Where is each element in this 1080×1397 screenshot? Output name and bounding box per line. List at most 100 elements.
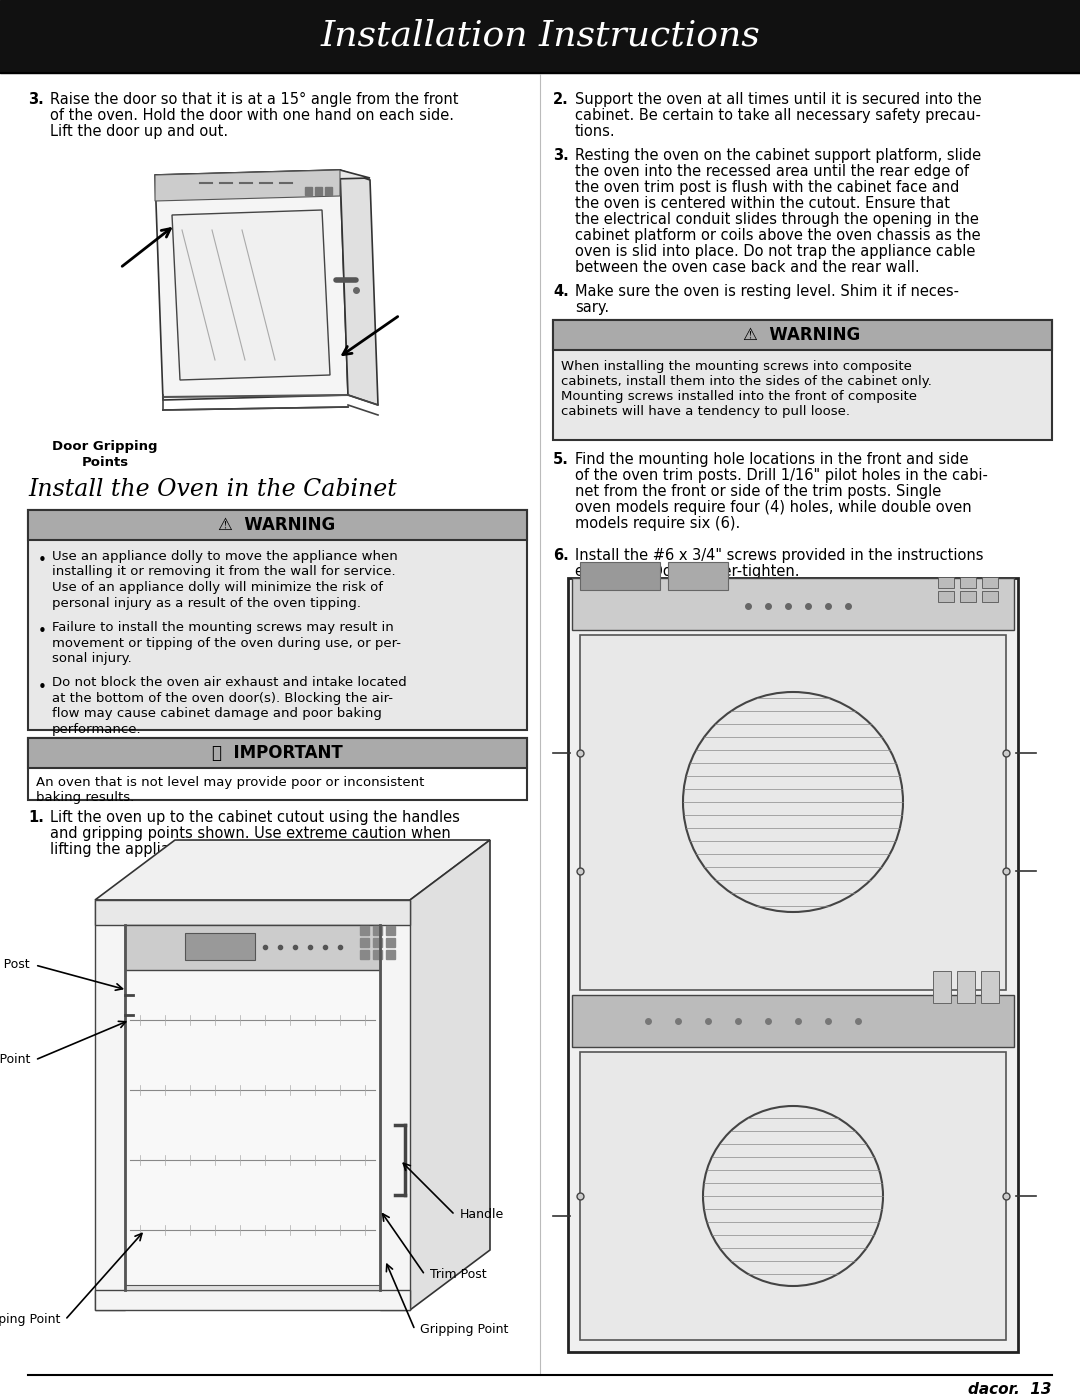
- Polygon shape: [380, 900, 410, 1310]
- Polygon shape: [125, 1285, 380, 1289]
- Text: ⚠  WARNING: ⚠ WARNING: [743, 326, 861, 344]
- Text: oven models require four (4) holes, while double oven: oven models require four (4) holes, whil…: [575, 500, 972, 515]
- Text: Do not block the oven air exhaust and intake located: Do not block the oven air exhaust and in…: [52, 676, 407, 690]
- Text: ⚠  WARNING: ⚠ WARNING: [218, 515, 336, 534]
- Text: Handle: Handle: [460, 1208, 504, 1221]
- Bar: [0, 0, 1080, 73]
- Text: cabinet. Be certain to take all necessary safety precau-: cabinet. Be certain to take all necessar…: [575, 108, 981, 123]
- Text: Resting the oven on the cabinet support platform, slide: Resting the oven on the cabinet support …: [575, 148, 981, 163]
- Bar: [360, 937, 369, 947]
- Text: movement or tipping of the oven during use, or per-: movement or tipping of the oven during u…: [52, 637, 401, 650]
- Polygon shape: [156, 170, 370, 183]
- Bar: [386, 926, 395, 935]
- Text: Lift the door up and out.: Lift the door up and out.: [50, 124, 228, 138]
- Text: and gripping points shown. Use extreme caution when: and gripping points shown. Use extreme c…: [50, 826, 450, 841]
- Text: An oven that is not level may provide poor or inconsistent
baking results.: An oven that is not level may provide po…: [36, 775, 424, 805]
- Polygon shape: [410, 840, 490, 1310]
- Polygon shape: [340, 170, 378, 405]
- Polygon shape: [185, 933, 255, 960]
- Polygon shape: [125, 925, 380, 970]
- Text: Trim Post: Trim Post: [430, 1268, 487, 1281]
- Text: Make sure the oven is resting level. Shim it if neces-: Make sure the oven is resting level. Shi…: [575, 284, 959, 299]
- Bar: [28, 738, 527, 800]
- Text: the electrical conduit slides through the opening in the: the electrical conduit slides through th…: [575, 212, 978, 226]
- Bar: [580, 1052, 1005, 1340]
- Bar: [981, 971, 999, 1003]
- Bar: [28, 510, 527, 541]
- Bar: [933, 971, 951, 1003]
- Bar: [568, 578, 1018, 1352]
- Text: Support the oven at all times until it is secured into the: Support the oven at all times until it i…: [575, 92, 982, 108]
- Bar: [957, 971, 975, 1003]
- Text: Find the mounting hole locations in the front and side: Find the mounting hole locations in the …: [575, 453, 969, 467]
- Text: Install the #6 x 3/4" screws provided in the instructions: Install the #6 x 3/4" screws provided in…: [575, 548, 984, 563]
- Bar: [28, 510, 527, 731]
- Text: flow may cause cabinet damage and poor baking: flow may cause cabinet damage and poor b…: [52, 707, 382, 721]
- Text: Install the Oven in the Cabinet: Install the Oven in the Cabinet: [28, 478, 396, 502]
- Text: Lift the oven up to the cabinet cutout using the handles: Lift the oven up to the cabinet cutout u…: [50, 810, 460, 826]
- Bar: [386, 937, 395, 947]
- Bar: [939, 591, 954, 602]
- Text: models require six (6).: models require six (6).: [575, 515, 740, 531]
- Text: Gripping Point: Gripping Point: [0, 1053, 30, 1066]
- Bar: [373, 937, 382, 947]
- Bar: [572, 995, 1014, 1046]
- Bar: [373, 950, 382, 958]
- Text: Use an appliance dolly to move the appliance when: Use an appliance dolly to move the appli…: [52, 550, 397, 563]
- Bar: [360, 950, 369, 958]
- Bar: [960, 577, 976, 588]
- Bar: [28, 738, 527, 768]
- Polygon shape: [95, 900, 410, 925]
- Text: Door Gripping: Door Gripping: [52, 440, 158, 453]
- Text: Gripping Point: Gripping Point: [0, 1313, 60, 1327]
- Polygon shape: [95, 840, 490, 900]
- Bar: [669, 562, 728, 590]
- Bar: [315, 187, 322, 196]
- Text: Use of an appliance dolly will minimize the risk of: Use of an appliance dolly will minimize …: [52, 581, 383, 594]
- Bar: [960, 591, 976, 602]
- Text: performance.: performance.: [52, 724, 141, 736]
- Text: lifting the appliance, because it is heavy.: lifting the appliance, because it is hea…: [50, 842, 350, 856]
- Bar: [580, 562, 660, 590]
- Text: cabinet platform or coils above the oven chassis as the: cabinet platform or coils above the oven…: [575, 228, 981, 243]
- Text: 4.: 4.: [553, 284, 569, 299]
- Text: •: •: [38, 679, 46, 694]
- Text: personal injury as a result of the oven tipping.: personal injury as a result of the oven …: [52, 597, 361, 609]
- Text: 2.: 2.: [553, 92, 569, 108]
- Bar: [305, 187, 312, 196]
- Bar: [360, 926, 369, 935]
- Text: Failure to install the mounting screws may result in: Failure to install the mounting screws m…: [52, 622, 394, 634]
- Text: Gripping Point: Gripping Point: [420, 1323, 509, 1337]
- Text: 3.: 3.: [553, 148, 569, 163]
- Text: 🖐  IMPORTANT: 🖐 IMPORTANT: [212, 745, 342, 761]
- Text: •: •: [38, 624, 46, 638]
- Text: dacor.  13: dacor. 13: [969, 1383, 1052, 1397]
- Bar: [580, 636, 1005, 990]
- Bar: [982, 591, 998, 602]
- Text: Trim Post: Trim Post: [0, 958, 30, 971]
- Text: Installation Instructions: Installation Instructions: [320, 20, 760, 53]
- Text: •: •: [38, 553, 46, 569]
- Text: Raise the door so that it is at a 15° angle from the front: Raise the door so that it is at a 15° an…: [50, 92, 459, 108]
- Text: the oven trim post is flush with the cabinet face and: the oven trim post is flush with the cab…: [575, 180, 959, 196]
- Polygon shape: [95, 900, 125, 1310]
- Bar: [553, 320, 1052, 440]
- Text: 5.: 5.: [553, 453, 569, 467]
- Text: net from the front or side of the trim posts. Single: net from the front or side of the trim p…: [575, 483, 942, 499]
- Text: sonal injury.: sonal injury.: [52, 652, 132, 665]
- Text: envelope. Do not over-tighten.: envelope. Do not over-tighten.: [575, 564, 799, 578]
- Text: the oven is centered within the cutout. Ensure that: the oven is centered within the cutout. …: [575, 196, 950, 211]
- Polygon shape: [172, 210, 330, 380]
- Text: oven is slid into place. Do not trap the appliance cable: oven is slid into place. Do not trap the…: [575, 244, 975, 258]
- Text: tions.: tions.: [575, 124, 616, 138]
- Bar: [386, 950, 395, 958]
- Text: installing it or removing it from the wall for service.: installing it or removing it from the wa…: [52, 566, 395, 578]
- Text: at the bottom of the oven door(s). Blocking the air-: at the bottom of the oven door(s). Block…: [52, 692, 393, 705]
- Bar: [939, 577, 954, 588]
- Text: the oven into the recessed area until the rear edge of: the oven into the recessed area until th…: [575, 163, 969, 179]
- Text: between the oven case back and the rear wall.: between the oven case back and the rear …: [575, 260, 920, 275]
- Text: 6.: 6.: [553, 548, 569, 563]
- Polygon shape: [156, 170, 340, 201]
- Bar: [325, 187, 332, 196]
- Text: of the oven trim posts. Drill 1/16" pilot holes in the cabi-: of the oven trim posts. Drill 1/16" pilo…: [575, 468, 988, 483]
